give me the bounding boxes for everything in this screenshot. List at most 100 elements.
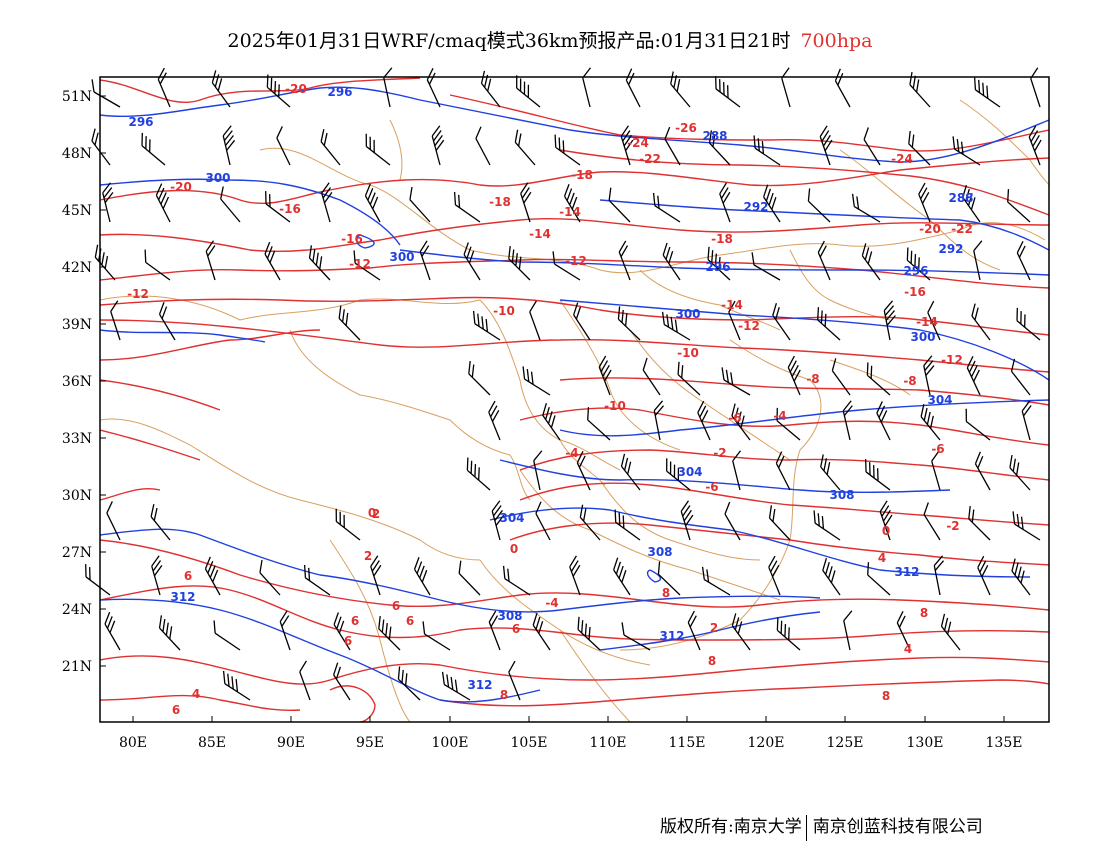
temperature-contour-label: -18 [571,168,593,182]
height-contour-label: 300 [389,250,414,264]
wind-barb [879,500,893,541]
wind-barb [931,450,941,491]
temperature-contour-label: -4 [773,409,786,423]
wind-barb [708,130,731,166]
lat-label: 42N [62,260,92,276]
wind-barb [719,182,731,223]
wind-barb [529,300,541,341]
wind-barb [587,407,611,441]
wind-barb [642,357,661,396]
temperature-contour-label: 0 [368,506,376,520]
temperature-contour-label: -24 [891,152,913,166]
wind-barb [453,191,481,223]
wind-barb [775,451,791,491]
wind-barb [431,125,445,166]
wind-barb [817,240,831,281]
wind-barb [618,240,631,281]
wind-barb [1011,558,1031,596]
wind-barb [426,68,441,108]
wind-barb [670,71,691,108]
wind-barb [621,622,651,651]
wind-barb [971,303,991,341]
temperature-contour-label: -20 [170,180,192,194]
wind-barb [620,453,641,491]
wind-barb [851,193,881,223]
wind-barb [768,505,791,541]
wind-barb [94,244,116,281]
height-contours [100,86,1049,703]
wind-barb [613,557,631,596]
wind-barb [664,126,681,166]
axis-labels: 51N 48N 45N 42N 39N 36N 33N 30N 27N 24N 21N 80E 85E 9… [62,89,1023,751]
wind-barb [576,451,591,491]
height-contour-label: 308 [829,488,854,502]
wind-barb [697,400,711,441]
wind-barb [896,611,911,651]
lat-label: 27N [62,545,92,561]
wind-barb [563,184,581,223]
wind-barb [303,564,331,596]
wind-barb [657,561,681,596]
temperature-contour-label: 2 [372,507,380,521]
wind-barb [662,242,681,281]
wind-barb [102,182,114,223]
wind-barb [522,366,551,396]
wind-barb [508,660,521,701]
wind-barb [822,557,841,596]
lat-label: 36N [62,374,92,390]
footer-separator [805,814,807,841]
wind-barb [554,134,581,166]
lon-label: 100E [432,735,469,751]
map-frame [99,76,1050,723]
wind-barb [865,459,891,491]
wind-barb [155,183,171,223]
wind-barb [927,300,941,341]
wind-barb [1007,189,1031,223]
wind-barb [1030,67,1041,108]
wind-barb [753,135,781,166]
wind-barb [763,184,781,223]
wind-barb [365,133,391,166]
wind-barb [909,71,931,108]
wind-barb [966,356,981,396]
height-contour-label: 308 [497,609,522,623]
wind-barb [463,242,481,281]
wind-barb [475,126,491,166]
temperature-contour-label: -6 [705,480,718,494]
lat-label: 39N [62,317,92,333]
wind-barb [701,566,731,596]
temperature-contour-label: -24 [627,136,649,150]
temperature-contour-label: 6 [512,622,520,636]
wind-barb [397,666,421,701]
copyright-footer: 版权所有:南京大学 南京创蓝科技有限公司 [660,812,983,841]
wind-barb [266,74,291,108]
wind-barb [364,183,381,223]
temperature-contour-label: -14 [529,227,551,241]
wind-barb [279,610,291,651]
wind-barb [535,501,551,541]
temperature-contour-label: 8 [662,586,670,600]
temperature-contour-label: 6 [344,634,352,648]
wind-barb [820,454,841,491]
wind-barb [491,500,505,541]
temperature-contour-label: -2 [946,519,959,533]
wind-barb [776,407,801,441]
temperature-contour-label: -12 [941,353,963,367]
wind-barb [1021,400,1032,441]
wind-barb [1016,241,1031,281]
height-contour-label: 292 [743,200,768,214]
wind-barb [472,310,501,341]
height-contour-label: 312 [170,590,195,604]
wind-barb [933,555,945,596]
temperature-contour-label: -22 [951,222,973,236]
temperature-contour-label: -20 [919,222,941,236]
lat-label: 51N [62,89,92,105]
wind-barb [977,555,991,596]
temperature-contour-label: -4 [565,446,578,460]
height-contour-label: 300 [910,330,935,344]
temperature-contour-label: -10 [493,304,515,318]
lat-label: 45N [62,203,92,219]
wind-barb [653,400,665,441]
wind-barb [264,241,281,281]
wind-barb [666,458,691,491]
